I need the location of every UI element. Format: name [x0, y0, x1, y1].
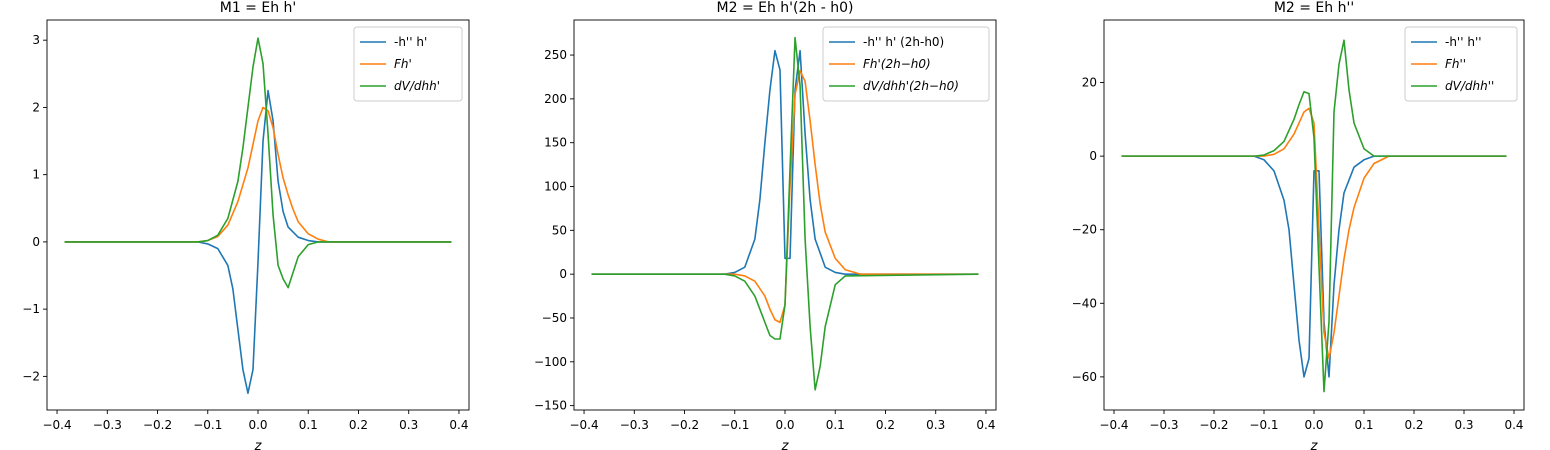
legend-label: -h'' h''	[1445, 35, 1482, 49]
chart-title: M1 = Eh h'	[220, 0, 297, 16]
x-tick-label: −0.3	[93, 418, 122, 432]
y-tick-label: 20	[1082, 76, 1097, 90]
x-tick-label: −0.3	[620, 418, 649, 432]
legend-box	[822, 26, 990, 102]
y-tick-label: 150	[544, 136, 567, 150]
x-tick-label: 0.1	[299, 418, 318, 432]
x-tick-label: 0.4	[449, 418, 468, 432]
series-line-3	[591, 36, 979, 391]
legend-box	[353, 26, 463, 102]
x-tick-label: 0.0	[775, 418, 794, 432]
y-tick-label: 2	[32, 100, 40, 114]
x-axis-label: z	[1310, 439, 1319, 450]
legend-box	[1404, 26, 1518, 102]
y-tick-label: 3	[32, 33, 40, 47]
x-tick-label: 0.0	[1304, 418, 1323, 432]
series-line-1	[64, 89, 452, 394]
legend: -h'' h'' Fh'' dV/dhh''	[1404, 26, 1518, 102]
legend-label: Fh''	[1445, 57, 1466, 71]
y-tick-label: −20	[1072, 223, 1097, 237]
x-tick-label: −0.4	[1099, 418, 1128, 432]
chart-title: M2 = Eh h'(2h - h0)	[717, 0, 854, 16]
legend: -h'' h' (2h-h0) Fh'(2h−h0) dV/dhh'(2h−h0)	[822, 26, 990, 102]
x-tick-label: 0.4	[1504, 418, 1523, 432]
legend: -h'' h' Fh' dV/dhh'	[353, 26, 463, 102]
x-tick-label: 0.4	[976, 418, 995, 432]
x-tick-label: −0.4	[42, 418, 71, 432]
x-tick-label: −0.1	[193, 418, 222, 432]
x-axis-label: z	[781, 439, 790, 450]
series-line-1	[1121, 155, 1507, 378]
series-line-2	[591, 70, 979, 324]
legend-label: dV/dhh''	[1445, 79, 1494, 93]
subplot-1: M1 = Eh h' −0.4 −0.3 −0.2 −0.1 0.0 0.1 0.2 0.3 0.…	[22, 0, 470, 450]
x-tick-label: 0.2	[349, 418, 368, 432]
y-tick-label: 0	[559, 267, 567, 281]
series-line-2	[1121, 107, 1507, 360]
x-tick-label: −0.4	[569, 418, 598, 432]
x-tick-label: 0.0	[248, 418, 267, 432]
x-tick-label: 0.1	[826, 418, 845, 432]
x-tick-label: 0.3	[1454, 418, 1473, 432]
x-tick-label: 0.2	[876, 418, 895, 432]
x-tick-label: −0.2	[670, 418, 699, 432]
legend-label: Fh'	[394, 57, 412, 71]
y-tick-label: 1	[32, 168, 40, 182]
series-line-2	[64, 106, 452, 243]
y-tick-label: 250	[544, 48, 567, 62]
x-tick-label: 0.3	[926, 418, 945, 432]
chart-title: M2 = Eh h''	[1274, 0, 1354, 16]
legend-label: dV/dhh'(2h−h0)	[863, 79, 959, 93]
y-tick-label: 100	[544, 180, 567, 194]
y-tick-label: 200	[544, 92, 567, 106]
x-tick-label: 0.1	[1354, 418, 1373, 432]
x-tick-label: −0.3	[1149, 418, 1178, 432]
legend-label: Fh'(2h−h0)	[863, 57, 931, 71]
x-tick-label: −0.2	[143, 418, 172, 432]
legend-label: -h'' h'	[394, 35, 427, 49]
y-tick-label: −60	[1072, 370, 1097, 384]
x-axis-label: z	[254, 439, 263, 450]
subplot-2: M2 = Eh h'(2h - h0) −0.4 −0.3 −0.2 −0.1 0.0 0.…	[534, 0, 997, 450]
x-tick-label: 0.2	[1404, 418, 1423, 432]
x-tick-label: −0.1	[1249, 418, 1278, 432]
series-line-1	[591, 49, 979, 275]
y-tick-label: −50	[542, 311, 567, 325]
y-tick-label: −40	[1072, 296, 1097, 310]
x-tick-label: 0.3	[399, 418, 418, 432]
y-tick-label: −1	[22, 302, 40, 316]
y-tick-label: 0	[1089, 149, 1097, 163]
legend-label: -h'' h' (2h-h0)	[863, 35, 944, 49]
subplot-3: M2 = Eh h'' −0.4 −0.3 −0.2 −0.1 0.0 0.1 0.2 0.3 0…	[1072, 0, 1525, 450]
x-tick-label: −0.2	[1199, 418, 1228, 432]
y-tick-label: −100	[534, 355, 567, 369]
legend-label: dV/dhh'	[394, 79, 440, 93]
series-line-3	[64, 37, 452, 289]
x-tick-label: −0.1	[720, 418, 749, 432]
y-tick-label: 50	[552, 223, 567, 237]
y-tick-label: −2	[22, 369, 40, 383]
y-tick-label: 0	[32, 235, 40, 249]
series-line-3	[1121, 39, 1507, 393]
y-tick-label: −150	[534, 399, 567, 413]
